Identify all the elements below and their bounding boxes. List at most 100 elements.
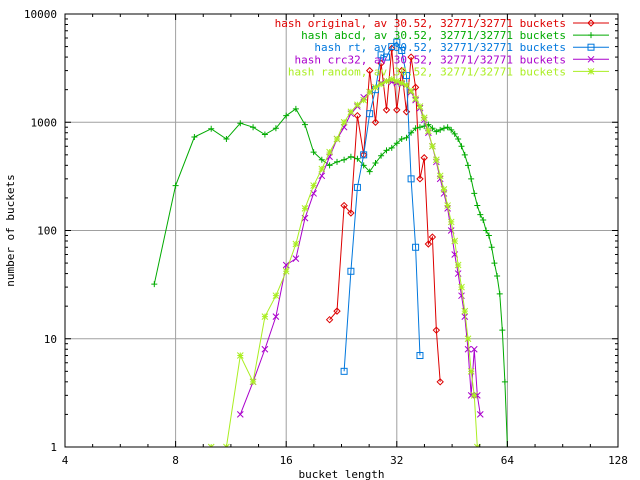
data-point: [282, 267, 290, 275]
x-tick-label: 32: [390, 454, 403, 467]
data-point: [436, 172, 444, 180]
data-point: [223, 136, 230, 143]
data-point: [429, 125, 436, 132]
data-point: [437, 126, 444, 133]
data-point: [340, 201, 348, 210]
data-point: [458, 292, 465, 300]
data-point: [377, 80, 385, 88]
legend-entry: hash abcd, av 30.52, 32771/32771 buckets: [301, 29, 609, 42]
data-point: [388, 144, 395, 151]
data-point: [398, 79, 406, 87]
data-point: [301, 121, 308, 128]
data-point: [236, 411, 244, 418]
data-point: [461, 307, 469, 315]
data-point: [388, 44, 396, 53]
legend-entry: hash crc32, av 30.52, 32771/32771 bucket…: [294, 53, 609, 66]
data-point: [465, 162, 472, 169]
data-point: [393, 106, 401, 114]
data-point: [191, 134, 198, 141]
legend-label: hash original, av 30.52, 32771/32771 buc…: [275, 17, 566, 30]
legend-label: hash crc32, av 30.52, 32771/32771 bucket…: [294, 53, 566, 66]
data-point: [451, 130, 458, 137]
legend-swatch-marker: [587, 55, 595, 63]
legend-entry: hash random, av 30.52, 32771/32771 bucke…: [288, 65, 609, 78]
data-point: [448, 126, 455, 133]
data-point: [424, 240, 433, 248]
series-line: [343, 41, 421, 372]
y-axis-label: number of buckets: [4, 174, 17, 287]
data-point: [416, 103, 424, 110]
x-tick-label: 64: [501, 454, 515, 467]
data-point: [501, 378, 508, 385]
data-point: [272, 125, 279, 132]
data-point: [340, 367, 348, 375]
legend-entry: hash rt, av 30.52, 32771/32771 buckets: [314, 41, 609, 54]
data-point: [292, 255, 300, 262]
data-point: [326, 162, 333, 169]
legend-label: hash random, av 30.52, 32771/32771 bucke…: [288, 65, 566, 78]
series-layer: [151, 38, 511, 447]
data-point: [411, 83, 420, 92]
data-point: [468, 175, 475, 182]
data-point: [382, 106, 391, 114]
data-point: [432, 156, 440, 164]
data-point: [454, 261, 462, 269]
data-point: [340, 118, 348, 126]
data-point: [366, 110, 374, 118]
x-axis-label: bucket length: [298, 468, 384, 480]
data-point: [249, 378, 257, 386]
data-point: [354, 155, 361, 162]
data-point: [416, 352, 424, 360]
data-point: [354, 101, 361, 109]
data-point: [471, 190, 478, 197]
data-point: [412, 243, 420, 251]
x-tick-label: 8: [172, 454, 179, 467]
data-point: [420, 114, 428, 122]
data-point: [412, 95, 419, 103]
data-point: [488, 244, 495, 251]
y-tick-label: 10: [44, 333, 57, 346]
data-point: [393, 38, 401, 46]
data-point: [407, 53, 415, 61]
data-point: [383, 147, 390, 154]
data-point: [340, 123, 348, 131]
data-point: [494, 272, 501, 279]
data-point: [467, 391, 475, 399]
data-point: [318, 156, 325, 163]
data-point: [377, 59, 385, 68]
data-point: [393, 140, 400, 147]
data-point: [333, 135, 341, 143]
data-point: [496, 290, 503, 297]
data-point: [366, 88, 374, 96]
data-point: [402, 72, 410, 80]
data-point: [474, 202, 481, 209]
data-point: [398, 66, 406, 75]
data-point: [403, 134, 410, 141]
data-point: [326, 148, 333, 156]
data-point: [407, 87, 415, 95]
data-point: [347, 209, 355, 217]
data-point: [236, 352, 244, 359]
data-point: [455, 136, 462, 143]
series-2: [151, 105, 511, 447]
data-point: [444, 202, 451, 209]
legend-swatch-marker: [587, 68, 595, 75]
legend-swatch-marker: [588, 32, 594, 39]
data-point: [398, 47, 406, 55]
x-tick-label: 128: [608, 454, 628, 467]
data-point: [318, 165, 326, 173]
data-point: [353, 111, 362, 120]
data-point: [470, 345, 478, 353]
data-point: [473, 391, 481, 399]
data-point: [366, 168, 373, 175]
x-tick-label: 4: [62, 454, 69, 467]
x-tick-label: 16: [280, 454, 293, 467]
data-point: [333, 307, 341, 315]
data-point: [467, 367, 475, 375]
data-point: [261, 131, 268, 138]
data-point: [393, 77, 401, 85]
data-point: [429, 142, 436, 150]
data-point: [378, 152, 385, 159]
